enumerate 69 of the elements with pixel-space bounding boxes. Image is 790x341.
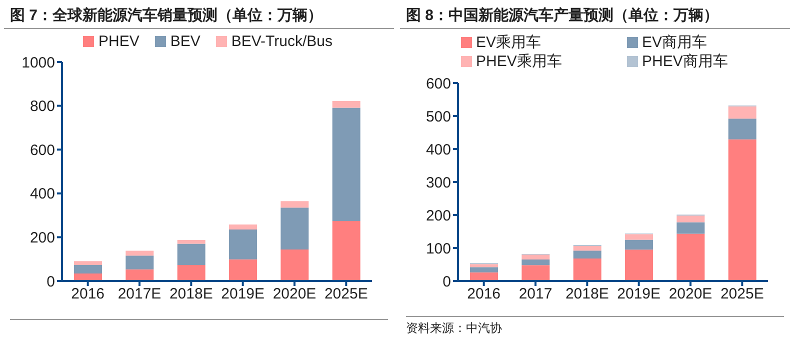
x-tick-label: 2020E [272, 286, 316, 303]
bar [573, 250, 602, 259]
bar [332, 220, 360, 281]
bar [676, 222, 705, 234]
bar [280, 249, 309, 281]
bar [177, 240, 206, 244]
x-tick-label: 2016 [71, 286, 105, 303]
bar [728, 106, 756, 119]
y-tick-label: 600 [426, 75, 451, 92]
bar [229, 224, 257, 230]
bar [625, 234, 653, 240]
y-tick-label: 800 [30, 98, 55, 116]
bar [728, 139, 756, 281]
bar [728, 118, 756, 140]
bar [229, 259, 257, 281]
x-tick-label: 2019E [221, 286, 265, 303]
bar [126, 250, 154, 256]
y-tick-label: 100 [426, 240, 451, 258]
y-tick-label: 0 [46, 273, 55, 290]
bar [177, 265, 206, 281]
x-tick-label: 2017 [518, 286, 552, 303]
x-tick-label: 2017E [118, 286, 162, 303]
y-tick-label: 600 [30, 142, 55, 159]
text: 资料来源：中汽协 [406, 321, 502, 335]
legend-label: PHEV商用车 [642, 52, 728, 71]
bar [126, 256, 154, 270]
legend-label: EV商用车 [642, 33, 708, 52]
bar [280, 201, 309, 208]
bar [470, 267, 498, 272]
y-tick-label: 0 [442, 273, 451, 290]
x-tick-label: 2019E [617, 286, 661, 303]
x-tick-label: 2018E [565, 286, 609, 303]
legend-label: BEV-Truck/Bus [231, 33, 332, 50]
legend-label: PHEV乘用车 [476, 52, 562, 71]
chart-title: 图 8：中国新能源汽车产量预测（单位：万辆） [400, 4, 790, 29]
x-tick-label: 2018E [169, 286, 213, 303]
y-tick-label: 400 [426, 141, 451, 158]
legend-label: PHEV [98, 33, 140, 50]
bar [573, 246, 602, 251]
bar [573, 258, 602, 281]
bar [625, 240, 653, 250]
x-tick-label: 2016 [467, 286, 501, 303]
x-tick-label: 2020E [668, 286, 712, 303]
bar [229, 230, 257, 260]
bar [280, 208, 309, 250]
bar [332, 108, 360, 221]
y-tick-label: 1000 [22, 54, 55, 72]
bar [74, 261, 102, 266]
y-tick-label: 200 [426, 207, 451, 224]
x-tick-label: 2025E [720, 286, 764, 303]
x-tick-label: 2025E [324, 286, 368, 303]
bar [676, 216, 705, 222]
chart-title: 图 7：全球新能源汽车销量预测（单位：万辆） [4, 4, 394, 29]
bar [522, 265, 550, 281]
bar [676, 234, 705, 281]
bar [522, 260, 550, 266]
bar [625, 250, 653, 281]
bar [470, 264, 498, 268]
bar [522, 254, 550, 260]
y-tick-label: 400 [30, 186, 55, 203]
legend-label: BEV [170, 33, 200, 50]
bar [177, 244, 206, 266]
legend-label: EV乘用车 [476, 33, 542, 52]
bar [332, 100, 360, 108]
y-tick-label: 200 [30, 230, 55, 247]
y-tick-label: 300 [426, 174, 451, 192]
bar [74, 265, 102, 274]
bar [126, 269, 154, 281]
y-tick-label: 500 [426, 108, 451, 126]
